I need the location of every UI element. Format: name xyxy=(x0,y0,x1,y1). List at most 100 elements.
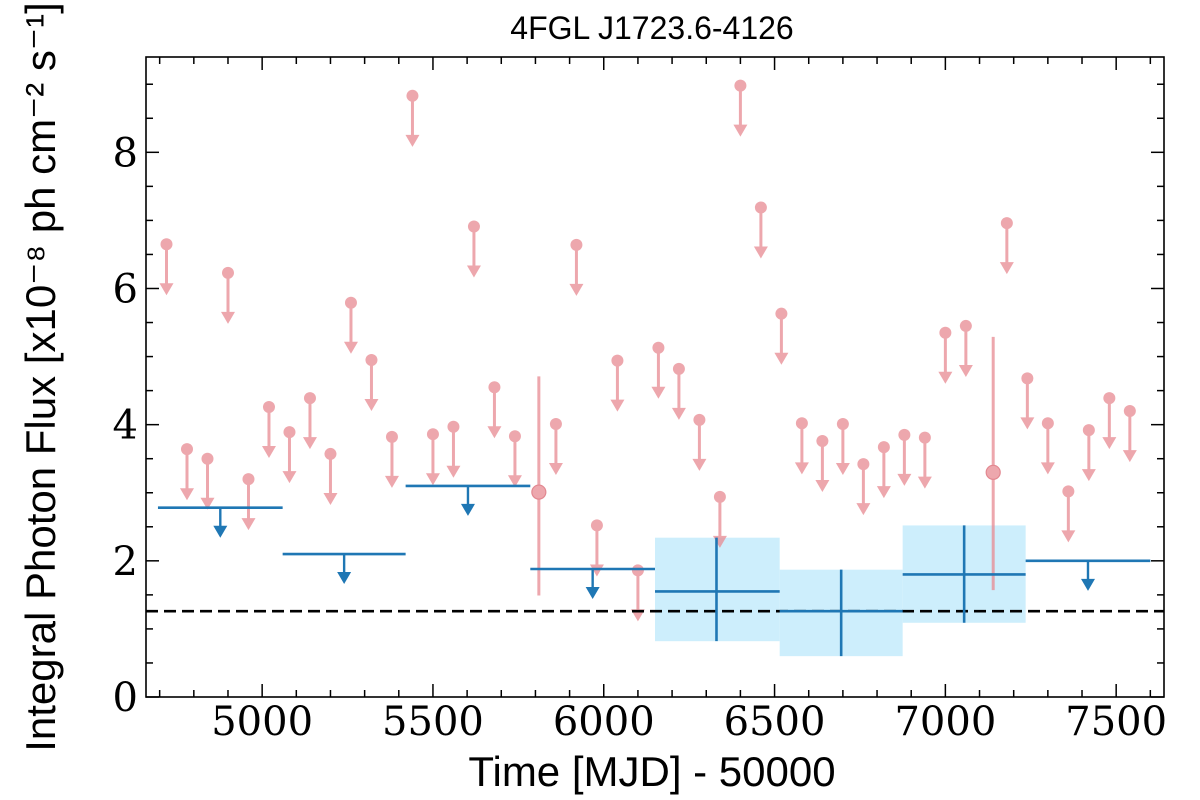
upper-limit-point xyxy=(1000,217,1013,230)
long-bin-arrowhead xyxy=(585,587,600,599)
upper-limit-arrowhead xyxy=(835,463,850,475)
upper-limit-point xyxy=(426,428,439,441)
upper-limit-arrowhead xyxy=(1040,462,1055,475)
long-bin-detection xyxy=(779,569,903,657)
upper-limit-point xyxy=(221,266,234,279)
short-bin-upper-limit xyxy=(610,354,625,412)
upper-limit-arrowhead xyxy=(671,407,686,420)
short-bin-upper-limit xyxy=(466,220,481,278)
detection-point xyxy=(531,484,547,500)
short-bin-upper-limit xyxy=(1102,392,1117,450)
short-bin-upper-limit xyxy=(487,381,502,439)
upper-limit-point xyxy=(1041,417,1054,430)
upper-limit-arrowhead xyxy=(856,503,871,516)
upper-limit-point xyxy=(734,79,747,92)
y-tick-label: 0 xyxy=(113,675,138,721)
short-bin-upper-limit xyxy=(179,443,194,501)
upper-limit-point xyxy=(570,238,583,251)
upper-limit-point xyxy=(836,417,849,430)
upper-limit-point xyxy=(1123,405,1136,418)
short-bin-upper-limit xyxy=(815,435,830,493)
x-tick-label: 7500 xyxy=(1065,699,1167,745)
upper-limit-point xyxy=(303,392,316,405)
upper-limit-point xyxy=(1103,392,1116,405)
short-bin-upper-limit xyxy=(302,392,317,450)
y-tick-label: 8 xyxy=(113,130,138,176)
y-tick-label: 2 xyxy=(113,539,138,585)
short-bin-upper-limit xyxy=(876,441,891,499)
upper-limit-arrowhead xyxy=(917,476,932,489)
upper-limit-arrowhead xyxy=(897,473,912,486)
short-bin-upper-limit xyxy=(753,201,768,259)
upper-limit-arrowhead xyxy=(692,458,707,471)
upper-limit-arrowhead xyxy=(733,124,748,137)
upper-limit-point xyxy=(959,319,972,332)
short-bin-upper-limit xyxy=(1122,405,1137,463)
upper-limit-point xyxy=(447,420,460,433)
upper-limit-arrowhead xyxy=(179,488,194,501)
upper-limit-arrowhead xyxy=(938,371,953,384)
short-bin-upper-limit xyxy=(692,413,707,471)
upper-limit-point xyxy=(611,354,624,367)
long-bin-upper-limit xyxy=(405,484,531,516)
short-bin-upper-limit xyxy=(364,353,379,411)
short-bin-upper-limit xyxy=(241,473,256,531)
short-bin-detection xyxy=(531,376,547,596)
y-tick-label: 4 xyxy=(113,403,138,449)
upper-limit-arrowhead xyxy=(876,486,891,499)
short-bin-upper-limit xyxy=(733,79,748,137)
long-bin-detection xyxy=(902,525,1026,623)
short-bin-upper-limit xyxy=(712,490,727,548)
short-bin-upper-limit xyxy=(1040,417,1055,475)
short-bin-series xyxy=(159,79,1137,622)
upper-limit-arrowhead xyxy=(958,364,973,377)
axis-ticks xyxy=(146,57,1164,698)
upper-limit-arrowhead xyxy=(651,386,666,399)
short-bin-upper-limit xyxy=(1081,424,1096,482)
upper-limit-arrowhead xyxy=(282,471,297,484)
upper-limit-point xyxy=(467,220,480,233)
upper-limit-point xyxy=(918,431,931,444)
y-tick-label: 6 xyxy=(113,266,138,312)
upper-limit-point xyxy=(898,428,911,441)
upper-limit-point xyxy=(549,417,562,430)
upper-limit-point xyxy=(857,458,870,471)
upper-limit-point xyxy=(1021,372,1034,385)
plot-area-frame xyxy=(145,56,1165,698)
short-bin-upper-limit xyxy=(282,426,297,484)
detection-point xyxy=(985,464,1001,480)
upper-limit-arrowhead xyxy=(507,475,522,488)
upper-limit-arrowhead xyxy=(159,283,174,296)
upper-limit-point xyxy=(283,426,296,439)
upper-limit-point xyxy=(201,452,214,465)
upper-limit-arrowhead xyxy=(999,262,1014,275)
upper-limit-arrowhead xyxy=(343,341,358,354)
upper-limit-arrowhead xyxy=(384,475,399,488)
upper-limit-point xyxy=(693,413,706,426)
long-bin-upper-limit xyxy=(530,567,655,599)
short-bin-upper-limit xyxy=(425,428,440,486)
upper-limit-arrowhead xyxy=(364,399,379,411)
short-bin-upper-limit xyxy=(938,326,953,384)
short-bin-upper-limit xyxy=(1020,372,1035,430)
chart-title: 4FGL J1723.6-4126 xyxy=(510,10,793,46)
upper-limit-arrowhead xyxy=(794,462,809,475)
upper-limit-arrowhead xyxy=(1020,417,1035,430)
upper-limit-point xyxy=(775,307,788,320)
upper-limit-point xyxy=(754,201,767,214)
upper-limit-point xyxy=(180,443,193,456)
x-tick-label: 7000 xyxy=(894,699,996,745)
x-axis-title: Time [MJD] - 50000 xyxy=(468,748,835,795)
y-axis-title: Integral Photon Flux [x10⁻⁸ ph cm⁻² s⁻¹] xyxy=(17,2,64,752)
short-bin-upper-limit xyxy=(630,564,645,622)
short-bin-upper-limit xyxy=(774,307,789,365)
long-bin-series xyxy=(157,484,1151,657)
upper-limit-arrowhead xyxy=(405,134,420,147)
short-bin-upper-limit xyxy=(897,428,912,486)
upper-limit-arrowhead xyxy=(589,564,604,577)
short-bin-upper-limit xyxy=(856,458,871,516)
upper-limit-point xyxy=(672,362,685,375)
short-bin-upper-limit xyxy=(323,447,338,505)
upper-limit-arrowhead xyxy=(425,473,440,486)
